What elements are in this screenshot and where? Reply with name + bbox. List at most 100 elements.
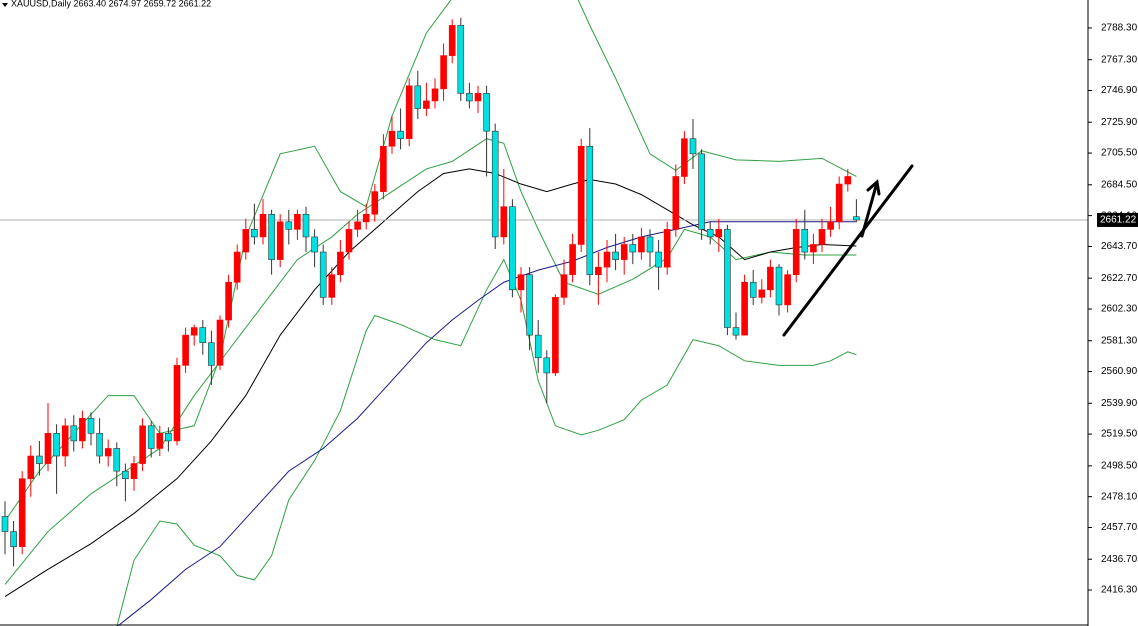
candle-body <box>758 289 766 298</box>
candle-body <box>612 251 619 260</box>
candle-body <box>268 213 275 260</box>
candle-body <box>629 244 637 253</box>
candle-body <box>276 221 284 260</box>
candle-body <box>767 266 774 291</box>
candle-body <box>251 229 258 238</box>
candle-body <box>440 55 447 90</box>
candle-body <box>577 145 585 245</box>
candle-body <box>543 357 551 374</box>
candle-body <box>655 251 662 268</box>
candle-body <box>397 130 404 140</box>
indicator-layer <box>0 0 1088 626</box>
candle-body <box>182 334 189 366</box>
y-tick-label: 2560.90 <box>1101 366 1138 377</box>
candle-body <box>569 244 576 275</box>
candle-body <box>818 229 826 245</box>
candle-body <box>853 216 860 221</box>
y-tick-label: 2539.90 <box>1101 398 1138 409</box>
candle-body <box>457 25 465 94</box>
candle-body <box>534 334 542 359</box>
candle-body <box>844 176 852 185</box>
candle-body <box>53 433 60 457</box>
candle-body <box>741 281 748 336</box>
header-icon <box>2 3 8 7</box>
candle-body <box>156 433 164 449</box>
arrow-head <box>866 179 881 196</box>
y-tick-label: 2705.50 <box>1101 148 1138 159</box>
candle-body <box>70 425 78 442</box>
candle-body <box>509 206 516 291</box>
candle-body <box>646 236 654 253</box>
candle-body <box>18 478 26 547</box>
candle-body <box>431 88 439 102</box>
candle-body <box>560 274 568 298</box>
candle-body <box>603 251 611 268</box>
candle-body <box>259 213 267 238</box>
candle-body <box>638 236 645 253</box>
candle-body <box>586 145 594 275</box>
candle-body <box>362 213 370 223</box>
indicator-line <box>4 0 857 522</box>
candle-body <box>775 266 783 306</box>
candle-body <box>423 100 430 109</box>
y-tick-label: 2581.30 <box>1101 335 1138 346</box>
candle-body <box>319 251 327 298</box>
candle-body <box>87 417 95 434</box>
candle-body <box>405 85 413 140</box>
candle-body <box>827 221 834 230</box>
candle-body <box>233 251 241 283</box>
y-tick-label: 2519.50 <box>1101 429 1138 440</box>
candle-body <box>835 183 843 223</box>
candle-body <box>414 85 422 109</box>
y-tick-label: 2602.30 <box>1101 304 1138 315</box>
candle-body <box>139 425 146 464</box>
candle-body <box>388 130 396 147</box>
candle-body <box>199 327 207 343</box>
candle-body <box>698 153 705 230</box>
candle-body <box>345 229 353 253</box>
candle-body <box>10 531 17 547</box>
candle-body <box>44 433 52 464</box>
candle-body <box>27 455 35 479</box>
candle-body <box>724 229 731 328</box>
candle-body <box>672 176 680 230</box>
y-tick-label: 2684.50 <box>1101 179 1138 190</box>
candle-body <box>165 433 172 442</box>
candle-layer <box>1 17 860 567</box>
trend-arrow <box>860 184 878 238</box>
candle-body <box>337 251 344 275</box>
y-tick-label: 2498.50 <box>1101 460 1138 471</box>
y-tick-label: 2788.30 <box>1101 23 1138 34</box>
candle-body <box>61 425 69 457</box>
candle-body <box>595 266 602 275</box>
candle-body <box>749 281 757 298</box>
candle-body <box>1 516 9 532</box>
candle-body <box>500 206 508 238</box>
candle-body <box>689 138 697 155</box>
candle-body <box>801 229 809 253</box>
candle-body <box>242 229 250 253</box>
price-axis: 2416.30 2436.70 2457.70 2478.10 2498.50 2519.… <box>1088 23 1138 596</box>
candle-body <box>173 365 181 442</box>
candle-body <box>466 93 473 102</box>
chart-title: XAUUSD,Daily 2663.40 2674.97 2659.72 266… <box>11 0 211 8</box>
last-price-box <box>1097 212 1138 227</box>
y-tick-label: 2416.30 <box>1101 585 1138 596</box>
candle-body <box>225 281 232 321</box>
candle-body <box>681 138 688 177</box>
candle-body <box>517 274 525 291</box>
trend-line <box>782 164 914 337</box>
candle-body <box>311 236 318 253</box>
candle-body <box>216 319 224 366</box>
trend-drawing <box>782 164 914 337</box>
y-tick-label: 2436.70 <box>1101 554 1138 565</box>
candle-body <box>36 455 43 464</box>
candle-body <box>620 244 628 260</box>
candle-body <box>448 25 456 56</box>
candle-body <box>147 425 155 449</box>
candle-body <box>302 213 310 238</box>
candle-body <box>354 221 361 230</box>
y-tick-label: 2622.70 <box>1101 273 1138 284</box>
